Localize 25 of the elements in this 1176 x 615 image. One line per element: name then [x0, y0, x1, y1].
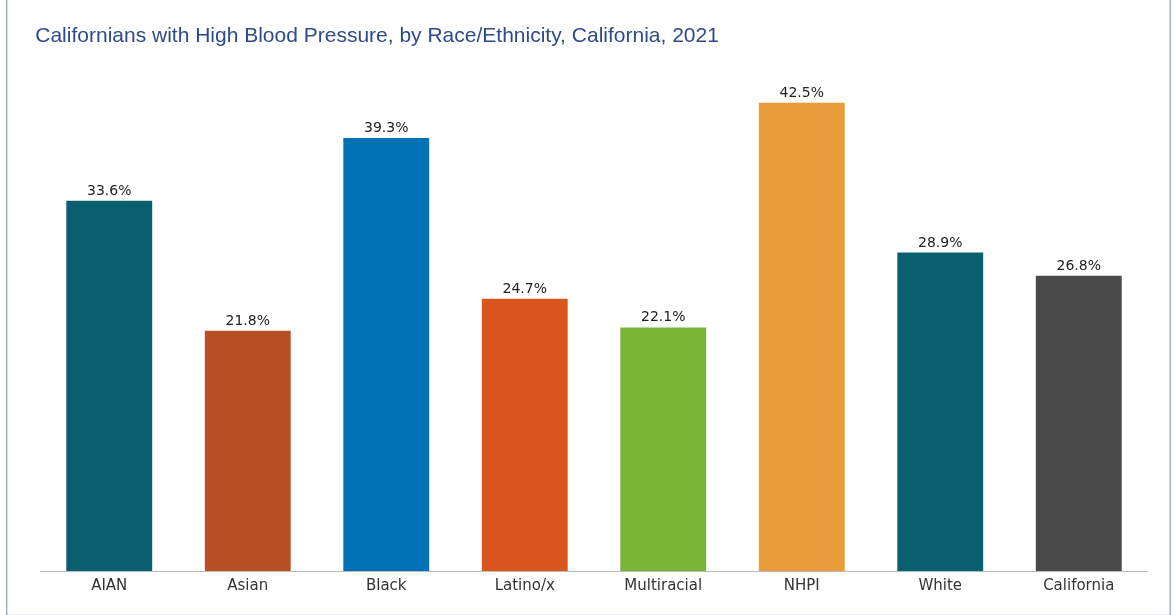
- data-label: 21.8%: [225, 311, 270, 328]
- x-tick-label: Latino/x: [494, 576, 555, 594]
- bar: [758, 102, 845, 571]
- x-tick-label: California: [1043, 576, 1115, 594]
- bar: [620, 327, 707, 571]
- x-tick-label: Black: [365, 576, 407, 594]
- x-tick-label: AIAN: [91, 576, 128, 594]
- bar: [1035, 275, 1122, 571]
- bar: [204, 330, 291, 571]
- bar: [343, 137, 430, 571]
- x-tick-label: NHPI: [783, 576, 820, 594]
- data-label: 26.8%: [1056, 256, 1101, 273]
- x-tick-label: Multiracial: [624, 576, 703, 594]
- bar: [66, 200, 153, 571]
- data-label: 28.9%: [918, 233, 963, 250]
- data-label: 33.6%: [87, 181, 132, 198]
- data-label: 24.7%: [502, 279, 547, 296]
- x-tick-label: White: [918, 576, 963, 594]
- data-label: 39.3%: [364, 118, 409, 135]
- bar: [897, 252, 984, 571]
- data-label: 22.1%: [641, 308, 686, 325]
- chart-title: Californians with High Blood Pressure, by Race/Ethnicity, California, 2021: [35, 23, 719, 47]
- x-tick-label: Asian: [227, 576, 269, 594]
- data-label: 42.5%: [779, 83, 824, 100]
- bar: [481, 298, 568, 571]
